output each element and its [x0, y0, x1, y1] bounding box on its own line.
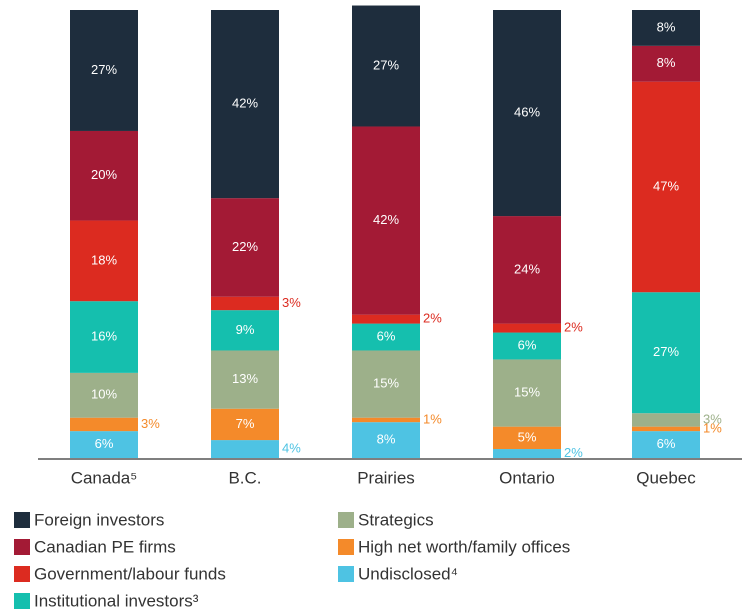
bar-segment [211, 198, 279, 297]
data-label: 3% [141, 416, 160, 431]
legend-label: Strategics [358, 510, 434, 529]
legend-label: Government/labour funds [34, 564, 226, 583]
bar-segment [632, 431, 700, 458]
data-label: 6% [657, 436, 676, 451]
data-label: 6% [95, 436, 114, 451]
data-label: 6% [377, 328, 396, 343]
bar-segment [352, 323, 420, 351]
legend-swatch [338, 512, 354, 528]
bar-segment [70, 372, 138, 418]
legend-swatch [338, 566, 354, 582]
bar-segment [352, 422, 420, 458]
bar-segment [70, 10, 138, 131]
data-label: 42% [232, 96, 258, 111]
legend-label: High net worth/family offices [358, 537, 570, 556]
data-label: 47% [653, 178, 679, 193]
bar-segment [493, 332, 561, 360]
bar-segment [70, 431, 138, 458]
bar-segment [632, 292, 700, 414]
data-label: 7% [236, 416, 255, 431]
data-label: 2% [564, 320, 583, 335]
bar-segment [70, 417, 138, 432]
data-label: 8% [657, 55, 676, 70]
data-label: 10% [91, 387, 117, 402]
x-tick-label: Prairies [357, 468, 415, 487]
bar-segment [632, 413, 700, 427]
bar-segment [211, 408, 279, 441]
legend-label: Canadian PE firms [34, 537, 176, 556]
data-label: 27% [373, 57, 399, 72]
data-label: 6% [518, 337, 537, 352]
bar-segment [493, 323, 561, 333]
bar-segment [211, 310, 279, 351]
bar-segment [493, 216, 561, 324]
legend-swatch [14, 512, 30, 528]
data-label: 8% [377, 432, 396, 447]
data-label: 18% [91, 252, 117, 267]
x-tick-label: Ontario [499, 468, 555, 487]
data-label: 2% [423, 311, 442, 326]
legend-swatch [14, 593, 30, 609]
bar-segment [352, 5, 420, 127]
bar-segment [632, 45, 700, 82]
bar-segment [493, 10, 561, 217]
x-tick-label: Quebec [636, 468, 696, 487]
bar-segment [211, 350, 279, 409]
data-label: 27% [91, 62, 117, 77]
legend-label: Undisclosed⁴ [358, 564, 458, 583]
legend-swatch [14, 566, 30, 582]
bar-segment [493, 449, 561, 458]
data-label: 9% [236, 322, 255, 337]
data-label: 3% [703, 411, 722, 426]
data-label: 24% [514, 261, 540, 276]
bar-segment [352, 126, 420, 315]
data-label: 15% [514, 384, 540, 399]
data-label: 27% [653, 344, 679, 359]
bar-segment [352, 417, 420, 423]
legend-label: Foreign investors [34, 510, 164, 529]
bar-segment [211, 296, 279, 311]
legend-swatch [14, 539, 30, 555]
data-label: 5% [518, 429, 537, 444]
data-label: 1% [703, 420, 722, 435]
bar-segment [211, 440, 279, 458]
data-label: 3% [282, 295, 301, 310]
data-label: 1% [423, 411, 442, 426]
bar-segment [493, 426, 561, 450]
data-label: 8% [657, 19, 676, 34]
bar-segment [70, 301, 138, 373]
bar-segment [632, 426, 700, 432]
bar-segment [70, 220, 138, 302]
data-label: 22% [232, 239, 258, 254]
bar-segment [352, 350, 420, 418]
bar-segment [352, 314, 420, 324]
legend-swatch [338, 539, 354, 555]
bar-segment [632, 10, 700, 46]
bar-segment [211, 10, 279, 199]
data-label: 4% [282, 440, 301, 455]
data-label: 2% [564, 445, 583, 460]
bar-segment [493, 359, 561, 427]
x-tick-label: B.C. [228, 468, 261, 487]
bar-segment [70, 130, 138, 221]
data-label: 46% [514, 104, 540, 119]
data-label: 20% [91, 167, 117, 182]
legend-label: Institutional investors³ [34, 591, 199, 610]
data-label: 15% [373, 376, 399, 391]
data-label: 16% [91, 328, 117, 343]
data-label: 42% [373, 212, 399, 227]
x-tick-label: Canada⁵ [71, 468, 138, 487]
data-label: 13% [232, 371, 258, 386]
bar-segment [632, 81, 700, 293]
